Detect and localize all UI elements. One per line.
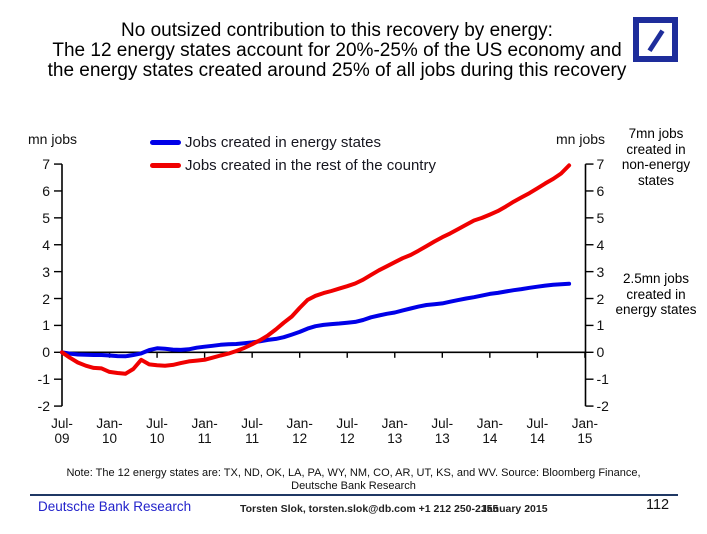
annotation-non-energy-states: 7mn jobs created in non-energy states: [621, 126, 691, 188]
footer-contact: Torsten Slok, torsten.slok@db.com +1 212…: [240, 503, 499, 515]
y-tick-label-right: 1: [596, 317, 605, 334]
x-tick-label: Jan- 13: [381, 416, 408, 446]
y-tick-label-right: -1: [596, 371, 609, 388]
annotation-energy-states: 2.5mn jobs created in energy states: [615, 271, 697, 317]
y-tick-label-right: 3: [596, 263, 605, 280]
legend-swatch-blue: [150, 140, 181, 145]
y-tick-label-right: 5: [596, 209, 605, 226]
y-tick-label-left: 4: [42, 236, 50, 253]
legend-label-rest-of-country: Jobs created in the rest of the country: [185, 157, 436, 174]
y-tick-label-left: 5: [42, 209, 50, 226]
x-tick-label: Jan- 14: [476, 416, 503, 446]
page-number: 112: [646, 497, 670, 513]
y-tick-label-right: 4: [596, 236, 605, 253]
y-tick-label-left: 1: [42, 317, 50, 334]
title-line-2: The 12 energy states account for 20%-25%…: [52, 40, 622, 61]
x-tick-label: Jul- 10: [146, 416, 168, 446]
y-tick-label-right: 0: [596, 344, 605, 361]
legend-item-rest-of-country: Jobs created in the rest of the country: [150, 154, 436, 177]
x-tick-label: Jul- 13: [431, 416, 454, 446]
y-tick-label-left: 7: [42, 156, 50, 173]
source-note-line-1: Note: The 12 energy states are: TX, ND, …: [66, 467, 641, 479]
footer-divider: [30, 494, 678, 496]
deutsche-bank-logo: [633, 17, 678, 62]
right-axis-title: mn jobs: [556, 131, 606, 147]
legend-swatch-red: [150, 163, 181, 168]
y-tick-label-right: 6: [596, 182, 605, 199]
x-tick-label: Jan- 11: [191, 416, 218, 446]
slide-title: No outsized contribution to this recover…: [0, 21, 674, 81]
x-tick-label: Jul- 14: [526, 416, 549, 446]
y-tick-label-right: 7: [596, 156, 605, 173]
y-tick-label-left: 2: [42, 290, 50, 307]
deutsche-bank-slash-icon: [647, 29, 665, 52]
x-tick-label: Jul- 09: [51, 416, 73, 446]
y-tick-label-left: -2: [37, 398, 50, 415]
footer-brand: Deutsche Bank Research: [38, 499, 192, 514]
source-note-line-2: Deutsche Bank Research: [291, 480, 416, 492]
x-tick-label: Jan- 12: [286, 416, 313, 446]
left-axis-title: mn jobs: [28, 131, 78, 147]
x-tick-label: Jul- 12: [336, 416, 359, 446]
y-tick-label-left: 6: [42, 182, 50, 199]
legend-item-energy-states: Jobs created in energy states: [150, 131, 436, 154]
y-tick-label-left: -1: [37, 371, 50, 388]
legend-label-energy-states: Jobs created in energy states: [185, 134, 381, 151]
y-tick-label-left: 0: [42, 344, 50, 361]
chart-legend: Jobs created in energy states Jobs creat…: [150, 131, 436, 177]
source-note: Note: The 12 energy states are: TX, ND, …: [0, 467, 707, 493]
x-tick-label: Jan- 10: [96, 416, 123, 446]
footer-date: January 2015: [481, 503, 548, 515]
y-tick-label-right: -2: [596, 398, 609, 415]
x-tick-label: Jul- 11: [241, 416, 264, 446]
title-line-1: No outsized contribution to this recover…: [121, 20, 553, 41]
x-tick-label: Jan- 15: [571, 416, 599, 446]
title-line-3: the energy states created around 25% of …: [47, 60, 627, 81]
y-tick-label-right: 2: [596, 290, 605, 307]
y-tick-label-left: 3: [42, 263, 50, 280]
